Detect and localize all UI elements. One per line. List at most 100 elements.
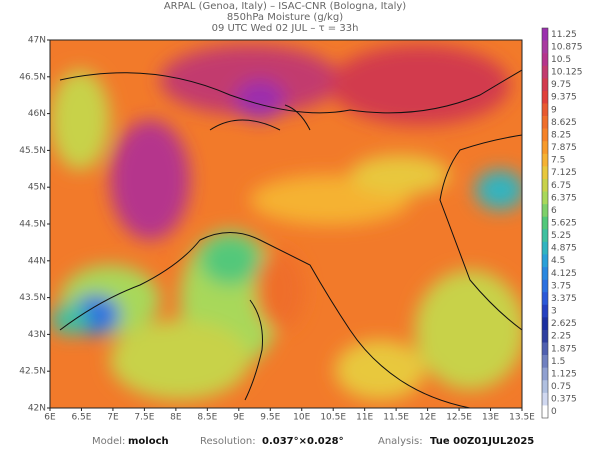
colorbar-band bbox=[542, 103, 548, 117]
colorbar-band bbox=[542, 28, 548, 41]
field-blobs bbox=[50, 45, 522, 400]
lat-label: 47N bbox=[28, 36, 46, 46]
colorbar-band bbox=[542, 329, 548, 343]
lon-label: 11.5E bbox=[383, 413, 409, 423]
colorbar-band bbox=[542, 355, 548, 368]
colorbar-band bbox=[542, 166, 548, 180]
lon-label: 10.5E bbox=[320, 413, 346, 423]
lat-label: 45.5N bbox=[19, 146, 46, 156]
colorbar-label: 10.875 bbox=[551, 42, 583, 52]
colorbar-label: 7.875 bbox=[551, 143, 577, 153]
colorbar-band bbox=[542, 178, 548, 192]
lon-label: 8E bbox=[170, 413, 182, 423]
coastline bbox=[59, 232, 471, 408]
colorbar-label: 0 bbox=[551, 407, 557, 417]
colorbar-band bbox=[542, 317, 548, 331]
colorbar-band bbox=[542, 141, 548, 155]
colorbar-band bbox=[542, 254, 548, 268]
colorbar-band bbox=[542, 367, 548, 381]
header-line: ARPAL (Genoa, Italy) – ISAC-CNR (Bologna… bbox=[164, 1, 406, 12]
colorbar-label: 7.125 bbox=[551, 168, 577, 178]
colorbar-label: 6 bbox=[551, 206, 557, 216]
colorbar-label: 1.5 bbox=[551, 357, 565, 367]
colorbar-band bbox=[542, 116, 548, 129]
footer-label: Analysis: bbox=[378, 436, 423, 447]
coastline bbox=[244, 299, 263, 401]
colorbar-band bbox=[542, 78, 548, 92]
colorbar-label: 10.125 bbox=[551, 68, 583, 78]
colorbar-label: 1.875 bbox=[551, 344, 577, 354]
colorbar-label: 2.25 bbox=[551, 332, 571, 342]
lat-label: 42.5N bbox=[19, 367, 46, 377]
lat-label: 46N bbox=[28, 109, 46, 119]
colorbar-band bbox=[542, 229, 548, 243]
colorbar-label: 4.875 bbox=[551, 244, 577, 254]
colorbar-band bbox=[542, 153, 548, 167]
lon-label: 12.5E bbox=[446, 413, 472, 423]
colorbar-band bbox=[542, 304, 548, 318]
colorbar-band bbox=[542, 292, 548, 306]
colorbar-label: 4.5 bbox=[551, 256, 565, 266]
colorbar-label: 6.75 bbox=[551, 181, 571, 191]
colorbar: 11.25 10.875 10.5 10.125 9.75 9.375 9 8.625 8.25… bbox=[541, 27, 583, 419]
colorbar-band bbox=[542, 65, 548, 79]
lat-label: 46.5N bbox=[19, 72, 46, 82]
lon-label: 6E bbox=[44, 413, 56, 423]
header-line: 850hPa Moisture (g/kg) bbox=[227, 12, 343, 23]
colorbar-frame bbox=[541, 27, 549, 419]
lon-label: 10E bbox=[293, 413, 310, 423]
colorbar-label: 8.625 bbox=[551, 118, 577, 128]
moisture-field bbox=[50, 40, 522, 408]
colorbar-label: 2.625 bbox=[551, 319, 577, 329]
lon-label: 6.5E bbox=[71, 413, 91, 423]
colorbar-band bbox=[542, 90, 548, 104]
lat-label: 44.5N bbox=[19, 220, 46, 230]
colorbar-band bbox=[542, 342, 548, 356]
lat-label: 43.5N bbox=[19, 293, 46, 303]
colorbar-band bbox=[542, 405, 548, 419]
colorbar-band bbox=[542, 128, 548, 142]
colorbar-label: 1.125 bbox=[551, 369, 577, 379]
footer-value: 0.037°×0.028° bbox=[262, 436, 344, 447]
colorbar-label: 9.75 bbox=[551, 80, 571, 90]
colorbar-band bbox=[542, 392, 548, 406]
colorbar-band bbox=[542, 53, 548, 67]
lon-label: 11E bbox=[356, 413, 373, 423]
colorbar-label: 3.75 bbox=[551, 281, 571, 291]
lat-label: 43N bbox=[28, 330, 46, 340]
axes: 6E 6.5E 7E 7.5E 8E 8.5E 9E 9.5E 10E 10.5E 11E 11.5E… bbox=[19, 36, 535, 423]
colorbar-band bbox=[542, 216, 548, 230]
colorbar-band bbox=[542, 40, 548, 54]
footer-label: Model: bbox=[92, 436, 125, 447]
colorbar-label: 5.625 bbox=[551, 219, 577, 229]
colorbar-label: 4.125 bbox=[551, 269, 577, 279]
colorbar-label: 11.25 bbox=[551, 30, 577, 40]
lon-label: 13E bbox=[482, 413, 499, 423]
border bbox=[59, 69, 522, 114]
footer-label: Resolution: bbox=[200, 436, 256, 447]
lon-label: 13.5E bbox=[509, 413, 535, 423]
lake bbox=[209, 104, 311, 131]
colorbar-label: 3.375 bbox=[551, 294, 577, 304]
colorbar-label: 0.75 bbox=[551, 382, 571, 392]
colorbar-band bbox=[542, 204, 548, 218]
colorbar-label: 9.375 bbox=[551, 93, 577, 103]
colorbar-label: 3 bbox=[551, 307, 557, 317]
header-line: 09 UTC Wed 02 JUL – τ = 33h bbox=[212, 23, 359, 34]
colorbar-band bbox=[542, 241, 548, 255]
footer-value: Tue 00Z01JUL2025 bbox=[430, 436, 534, 447]
lon-label: 9E bbox=[233, 413, 245, 423]
colorbar-band bbox=[542, 380, 548, 394]
coastline bbox=[439, 134, 522, 331]
colorbar-label: 8.25 bbox=[551, 130, 571, 140]
lon-label: 8.5E bbox=[197, 413, 217, 423]
lon-label: 7E bbox=[107, 413, 119, 423]
colorbar-label: 9 bbox=[551, 105, 557, 115]
lat-label: 45N bbox=[28, 183, 46, 193]
colorbar-label: 5.25 bbox=[551, 231, 571, 241]
colorbar-label: 0.375 bbox=[551, 395, 577, 405]
footer-value: moloch bbox=[128, 436, 169, 447]
lon-label: 9.5E bbox=[260, 413, 280, 423]
lon-label: 7.5E bbox=[134, 413, 154, 423]
